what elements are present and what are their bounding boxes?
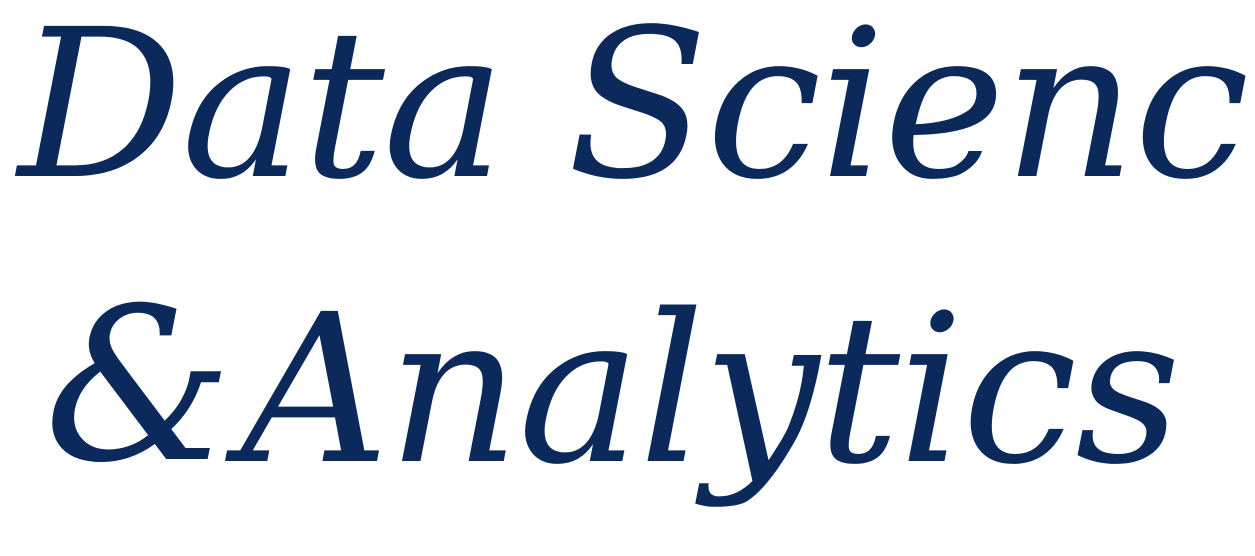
wordmark-line-2: &Analytics bbox=[44, 262, 1181, 509]
wordmark-line-1: Data Science bbox=[18, 0, 1255, 225]
ampersand: & bbox=[44, 262, 233, 509]
wordmark-line-2-text: Analytics bbox=[240, 270, 1181, 510]
